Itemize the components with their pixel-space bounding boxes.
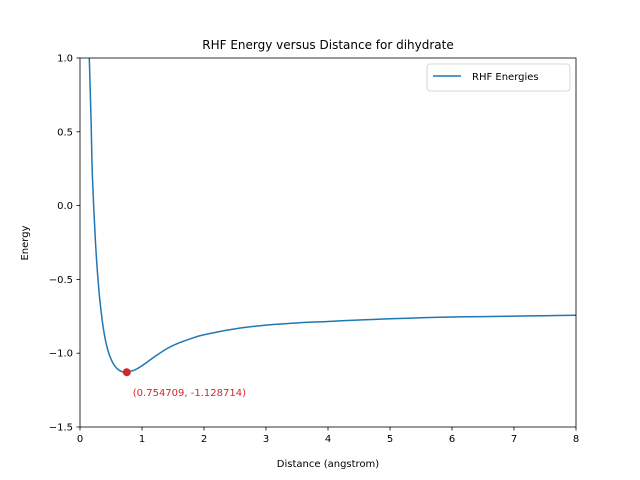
x-tick-label: 6 bbox=[449, 434, 455, 445]
x-tick-label: 2 bbox=[201, 434, 207, 445]
y-tick-label: −1.5 bbox=[49, 423, 73, 434]
x-tick-label: 8 bbox=[573, 434, 579, 445]
chart-title: RHF Energy versus Distance for dihydrate bbox=[202, 38, 454, 52]
plot-area: (0.754709, -1.128714) bbox=[88, 58, 576, 399]
series-line-rhf-energies bbox=[88, 58, 576, 373]
x-axis-ticks: 0 1 2 3 4 5 6 7 8 bbox=[77, 427, 579, 445]
legend-box bbox=[426, 63, 571, 92]
x-axis-label: Distance (angstrom) bbox=[277, 459, 380, 470]
y-tick-label: −1.0 bbox=[49, 349, 73, 360]
x-tick-label: 7 bbox=[511, 434, 517, 445]
highlight-point-label: (0.754709, -1.128714) bbox=[133, 388, 246, 399]
y-tick-label: −0.5 bbox=[49, 275, 73, 286]
x-tick-label: 4 bbox=[325, 434, 331, 445]
axes-frame bbox=[79, 57, 577, 428]
y-axis-ticks: −1.5 −1.0 −0.5 0.0 0.5 1.0 bbox=[49, 54, 80, 434]
y-tick-label: 1.0 bbox=[57, 54, 73, 65]
x-tick-label: 3 bbox=[263, 434, 269, 445]
legend: RHF Energies bbox=[426, 63, 571, 92]
x-tick-label: 0 bbox=[77, 434, 83, 445]
y-axis-label: Energy bbox=[20, 225, 31, 260]
y-tick-label: 0.0 bbox=[57, 201, 73, 212]
y-tick-label: 0.5 bbox=[57, 127, 73, 138]
legend-label-rhf-energies: RHF Energies bbox=[472, 72, 539, 83]
x-tick-label: 1 bbox=[139, 434, 145, 445]
highlight-point-marker bbox=[122, 368, 131, 377]
x-tick-label: 5 bbox=[387, 434, 393, 445]
